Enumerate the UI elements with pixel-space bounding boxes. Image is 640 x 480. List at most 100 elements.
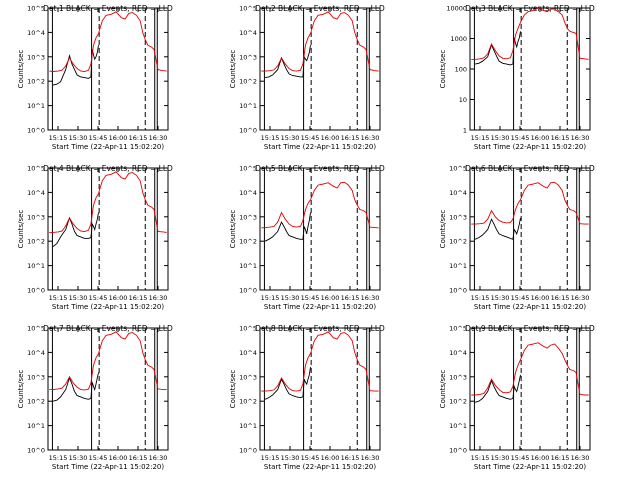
x-tick-label: 16:30	[571, 134, 590, 142]
x-axis-label: Start Time (22-Apr-11 15:02:20)	[264, 463, 376, 471]
x-tick-label: 16:00	[531, 294, 550, 302]
panel-title: Det 6 BLACK = Events, RED = LLD	[465, 164, 595, 173]
x-tick-label: 15:15	[49, 134, 68, 142]
x-tick-label: 15:30	[281, 294, 300, 302]
y-tick-label: 10^0	[239, 287, 257, 295]
y-tick-label: 10^0	[239, 447, 257, 455]
x-axis-label: Start Time (22-Apr-11 15:02:20)	[264, 303, 376, 311]
x-tick-label: 15:15	[261, 454, 280, 462]
x-tick-label: 16:15	[341, 294, 360, 302]
x-tick-label: 16:00	[531, 454, 550, 462]
lld-series-line	[261, 11, 379, 72]
x-tick-label: 16:15	[129, 454, 148, 462]
x-tick-label: 15:30	[281, 134, 300, 142]
events-series-line	[52, 372, 99, 402]
detector-panel-8: Det 8 BLACK = Events, RED = LLD 10^0 10^1 1…	[229, 324, 385, 471]
x-tick-label: 16:15	[551, 294, 570, 302]
x-axis-label: Start Time (22-Apr-11 15:02:20)	[52, 463, 164, 471]
detector-panel-9: Det 9 BLACK = Events, RED = LLD 10^0 10^1 1…	[439, 324, 595, 471]
x-tick-label: 15:45	[511, 294, 530, 302]
panel-title: Det 5 BLACK = Events, RED = LLD	[255, 164, 385, 173]
y-tick-label: 10^5	[239, 165, 257, 173]
detector-panel-1: Det 1 BLACK = Events, RED = LLD 10^0 10^1 1…	[17, 4, 173, 151]
x-tick-label: 16:00	[109, 454, 128, 462]
x-tick-label: 16:30	[571, 454, 590, 462]
y-tick-label: 10^1	[239, 422, 257, 430]
x-tick-label: 15:15	[261, 294, 280, 302]
y-tick-label: 100	[455, 66, 467, 74]
y-tick-label: 10^3	[239, 373, 257, 381]
x-tick-label: 16:30	[361, 294, 380, 302]
x-tick-label: 15:15	[49, 294, 68, 302]
plot-frame	[47, 167, 169, 291]
y-tick-label: 10^1	[27, 422, 45, 430]
y-axis-label: Counts/sec	[439, 370, 447, 409]
y-tick-label: 10^0	[27, 287, 45, 295]
y-tick-label: 10^3	[449, 373, 467, 381]
y-tick-label: 10^5	[239, 5, 257, 13]
x-tick-label: 15:30	[69, 454, 88, 462]
y-tick-label: 10^1	[239, 262, 257, 270]
y-tick-label: 10^2	[27, 238, 45, 246]
x-tick-label: 16:15	[551, 454, 570, 462]
y-tick-label: 10^0	[27, 447, 45, 455]
y-axis-label: Counts/sec	[439, 50, 447, 89]
y-tick-label: 10^5	[27, 5, 45, 13]
y-tick-label: 10^1	[27, 262, 45, 270]
detector-panel-4: Det 4 BLACK = Events, RED = LLD 10^0 10^1 1…	[17, 164, 173, 311]
panel-title: Det 3 BLACK = Events, RED = LLD	[465, 4, 595, 13]
lld-series-line	[471, 181, 589, 225]
x-tick-label: 15:45	[301, 134, 320, 142]
y-tick-label: 10^2	[239, 238, 257, 246]
panel-title: Det 2 BLACK = Events, RED = LLD	[255, 4, 385, 13]
lld-series-line	[49, 171, 167, 233]
plot-frame	[47, 327, 169, 451]
x-axis-label: Start Time (22-Apr-11 15:02:20)	[474, 143, 586, 151]
y-tick-label: 10^1	[449, 422, 467, 430]
x-tick-label: 15:15	[49, 454, 68, 462]
y-tick-label: 10^5	[449, 165, 467, 173]
x-tick-label: 15:45	[301, 454, 320, 462]
plot-frame	[469, 7, 591, 131]
y-tick-label: 10^3	[449, 213, 467, 221]
detector-panel-3: Det 3 BLACK = Events, RED = LLD 1 10 100 100…	[439, 4, 595, 151]
x-tick-label: 16:00	[321, 454, 340, 462]
x-tick-label: 16:30	[149, 294, 168, 302]
y-tick-label: 10^1	[239, 102, 257, 110]
panel-title: Det 8 BLACK = Events, RED = LLD	[255, 324, 385, 333]
x-tick-label: 16:00	[321, 134, 340, 142]
y-tick-label: 10^1	[27, 102, 45, 110]
x-tick-label: 15:45	[89, 454, 108, 462]
lld-series-line	[471, 8, 589, 60]
y-tick-label: 10^3	[239, 213, 257, 221]
x-tick-label: 16:30	[361, 454, 380, 462]
x-tick-label: 16:00	[109, 294, 128, 302]
y-tick-label: 10^2	[449, 238, 467, 246]
y-axis-label: Counts/sec	[229, 50, 237, 89]
x-tick-label: 15:30	[69, 294, 88, 302]
x-tick-label: 15:30	[491, 294, 510, 302]
y-tick-label: 10^5	[27, 165, 45, 173]
x-axis-label: Start Time (22-Apr-11 15:02:20)	[474, 303, 586, 311]
x-tick-label: 16:30	[149, 134, 168, 142]
y-tick-label: 10^2	[27, 78, 45, 86]
x-tick-label: 15:45	[89, 134, 108, 142]
y-tick-label: 10	[459, 96, 467, 104]
plot-frame	[469, 327, 591, 451]
panel-title: Det 7 BLACK = Events, RED = LLD	[43, 324, 173, 333]
panel-title: Det 4 BLACK = Events, RED = LLD	[43, 164, 173, 173]
events-series-line	[474, 217, 521, 240]
x-tick-label: 15:45	[301, 294, 320, 302]
y-tick-label: 10^0	[449, 287, 467, 295]
y-tick-label: 10^2	[239, 78, 257, 86]
detector-panel-2: Det 2 BLACK = Events, RED = LLD 10^0 10^1 1…	[229, 4, 385, 151]
y-tick-label: 1000	[450, 35, 467, 43]
y-tick-label: 10^3	[27, 53, 45, 61]
y-tick-label: 1	[463, 127, 467, 135]
y-tick-label: 10^2	[239, 398, 257, 406]
detector-panel-6: Det 6 BLACK = Events, RED = LLD 10^0 10^1 1…	[439, 164, 595, 311]
x-tick-label: 16:15	[341, 454, 360, 462]
lld-series-line	[49, 11, 167, 72]
events-series-line	[474, 374, 521, 403]
